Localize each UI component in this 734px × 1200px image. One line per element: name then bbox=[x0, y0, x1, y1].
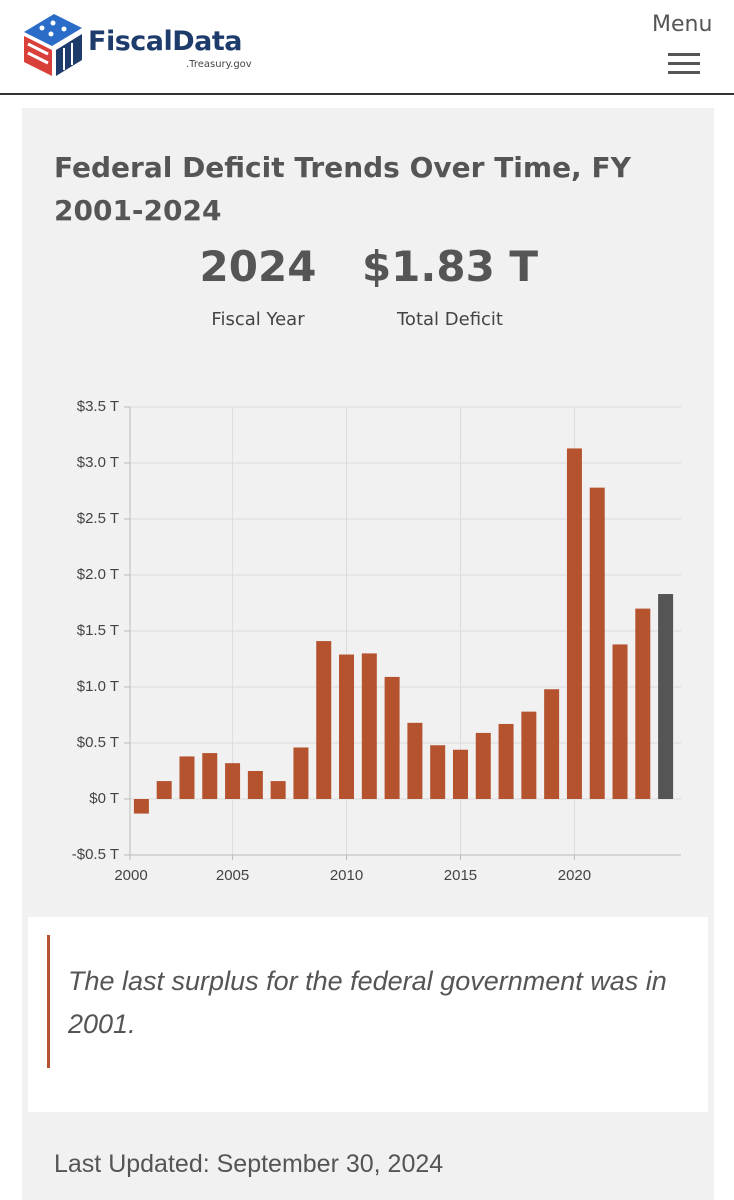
bar bbox=[247, 771, 263, 799]
chart: -$0.5 T $0 T $0.5 T $1.0 T $1.5 T $2.0 T $2.5 … bbox=[72, 398, 681, 884]
bar bbox=[225, 763, 241, 799]
x-tick-label: 2005 bbox=[216, 867, 249, 884]
bar bbox=[430, 745, 446, 799]
bar bbox=[475, 732, 491, 799]
y-tick-label: $3.5 T bbox=[77, 398, 119, 415]
bar bbox=[566, 448, 582, 799]
logo-domain: .Treasury.gov bbox=[186, 59, 252, 70]
y-tick-label: $3.0 T bbox=[77, 454, 119, 471]
bar bbox=[361, 653, 377, 799]
note: The last surplus for the federal governm… bbox=[68, 966, 667, 1039]
y-tick-label: -$0.5 T bbox=[72, 846, 119, 863]
quote-accent bbox=[47, 935, 50, 1068]
header: FiscalData .Treasury.gov Menu bbox=[0, 0, 734, 95]
bar bbox=[293, 747, 309, 799]
stat-label: Fiscal Year bbox=[211, 309, 305, 330]
bar bbox=[452, 749, 468, 799]
stat-value: 2024 bbox=[199, 242, 317, 291]
bar bbox=[521, 711, 537, 799]
y-tick-label: $0.5 T bbox=[77, 734, 119, 751]
quote-box bbox=[28, 917, 708, 1112]
last-updated: Last Updated: September 30, 2024 bbox=[54, 1150, 444, 1178]
bar bbox=[544, 689, 560, 799]
menu-label[interactable]: Menu bbox=[652, 12, 713, 37]
y-tick-label: $1.0 T bbox=[77, 678, 119, 695]
bar bbox=[179, 756, 195, 799]
bar bbox=[384, 676, 400, 799]
bar bbox=[498, 723, 514, 799]
x-tick-label: 2020 bbox=[558, 867, 591, 884]
card-title: Federal Deficit Trends Over Time, FY 200… bbox=[54, 151, 631, 227]
bar bbox=[589, 487, 605, 799]
bar bbox=[156, 781, 172, 799]
bar bbox=[612, 644, 628, 799]
bar bbox=[133, 799, 149, 814]
bar bbox=[658, 594, 674, 799]
y-tick-label: $1.5 T bbox=[77, 622, 119, 639]
bar bbox=[270, 781, 286, 799]
x-tick-label: 2015 bbox=[444, 867, 477, 884]
menu-icon[interactable] bbox=[666, 50, 702, 78]
x-tick-label: 2010 bbox=[330, 867, 363, 884]
stat-value: $1.83 T bbox=[361, 242, 539, 291]
bar bbox=[635, 608, 651, 799]
logo-icon[interactable] bbox=[20, 12, 86, 78]
bar bbox=[202, 753, 218, 799]
bar bbox=[316, 641, 332, 799]
y-tick-label: $2.0 T bbox=[77, 566, 119, 583]
bar bbox=[407, 722, 423, 799]
x-tick-label: 2000 bbox=[114, 867, 147, 884]
y-tick-label: $2.5 T bbox=[77, 510, 119, 527]
logo-name[interactable]: FiscalData bbox=[88, 26, 243, 57]
stat-label: Total Deficit bbox=[397, 309, 503, 330]
y-tick-label: $0 T bbox=[89, 790, 119, 807]
bar bbox=[339, 654, 355, 799]
